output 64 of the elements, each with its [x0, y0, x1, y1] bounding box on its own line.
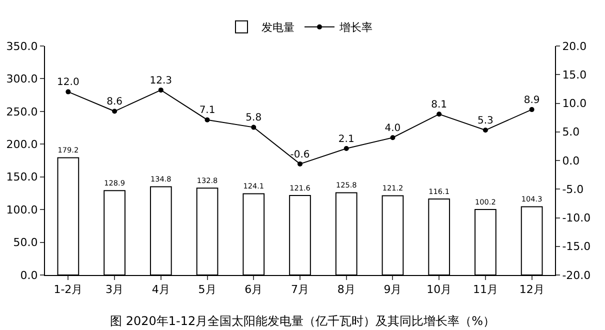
point [390, 135, 396, 140]
data-label: 12.3 [150, 75, 172, 86]
point [529, 107, 534, 112]
point [66, 89, 71, 94]
point [298, 161, 302, 166]
point [158, 88, 164, 93]
data-label: -0.6 [290, 149, 310, 160]
y-tick-label: 100.0 [6, 203, 38, 216]
point [251, 124, 256, 130]
data-label: 12.0 [57, 77, 80, 88]
y-tick-label: 300.0 [6, 72, 38, 86]
x-tick-label: 1-2月 [54, 283, 83, 296]
data-label: 121.2 [382, 184, 404, 193]
x-tick-label: 11月 [472, 283, 498, 296]
data-label: 8.6 [106, 96, 123, 108]
legend-label: 增长率 [338, 21, 372, 34]
data-label: 134.8 [150, 174, 172, 184]
x-tick-label: 3月 [106, 283, 124, 296]
data-label: 125.8 [336, 180, 358, 190]
x-tick-label: 10月 [426, 283, 452, 296]
point [204, 117, 210, 122]
y-tick-label: 0.0 [20, 268, 38, 282]
point [112, 108, 118, 114]
data-label: 179.2 [58, 146, 79, 155]
data-label: 121.6 [290, 183, 311, 192]
data-label: 128.9 [104, 178, 126, 188]
data-label: 124.1 [243, 182, 264, 191]
x-tick-label: 5月 [198, 283, 216, 296]
data-label: 4.0 [384, 122, 401, 134]
y2-tick-label: -20.0 [562, 268, 591, 282]
data-label: 100.2 [475, 197, 496, 206]
point [436, 112, 442, 117]
data-label: 8.9 [524, 94, 540, 106]
y2-tick-label: 15.0 [562, 68, 587, 82]
data-label: 5.3 [477, 116, 494, 127]
x-tick-label: 8月 [337, 283, 356, 296]
y2-tick-label: 20.0 [562, 40, 587, 53]
data-label: 104.3 [521, 194, 543, 204]
data-label: 5.8 [246, 112, 262, 124]
x-tick-label: 4月 [152, 283, 170, 296]
y2-tick-label: -5.0 [562, 182, 584, 196]
data-label: 2.1 [338, 134, 354, 145]
data-label: 8.1 [431, 100, 448, 111]
data-label: 7.1 [199, 105, 216, 116]
x-tick-label: 12月 [519, 283, 544, 296]
x-tick-label: 6月 [244, 283, 263, 296]
y2-tick-label: -15.0 [562, 240, 591, 254]
point [482, 128, 488, 133]
y2-tick-label: 10.0 [562, 97, 587, 110]
data-label: 116.1 [428, 186, 450, 196]
legend-label: 发电量 [262, 21, 294, 34]
y-tick-label: 250.0 [6, 105, 38, 118]
data-label: 132.8 [196, 176, 218, 185]
y2-tick-label: -10.0 [562, 212, 591, 225]
y2-tick-label: 5.0 [562, 126, 580, 139]
y-tick-label: 150.0 [6, 170, 38, 184]
y-tick-label: 50.0 [13, 236, 38, 250]
y-tick-label: 350.0 [6, 40, 38, 53]
x-tick-label: 9月 [384, 283, 402, 296]
point [344, 146, 349, 151]
text: 图 2020年1-12月全国太阳能发电量（亿千瓦时）及其同比增长率（%） [110, 314, 495, 328]
x-tick-label: 7月 [291, 283, 309, 296]
y2-tick-label: 0.0 [562, 154, 580, 168]
y-tick-label: 200.0 [6, 138, 38, 151]
